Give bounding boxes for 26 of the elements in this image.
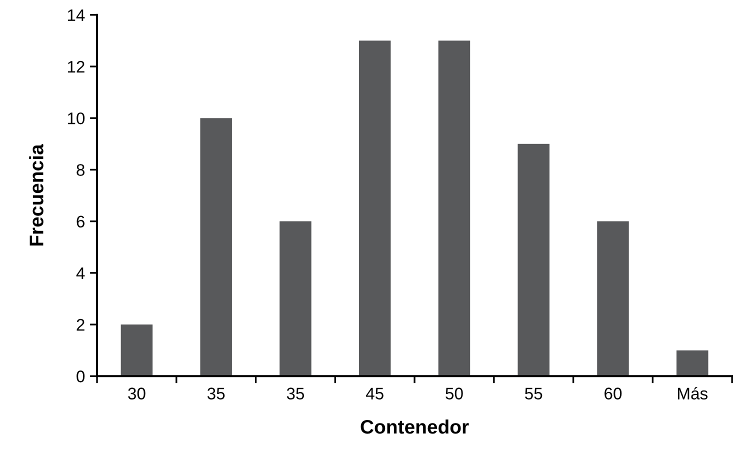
bar <box>438 40 470 376</box>
bar <box>200 118 232 376</box>
x-tick-label: 35 <box>286 388 304 400</box>
x-axis-title: Contenedor <box>360 419 469 434</box>
x-tick-label: 50 <box>446 388 463 400</box>
y-axis-title: Frecuencia <box>29 144 44 246</box>
bar <box>120 324 153 376</box>
bar <box>358 40 391 376</box>
x-tick-label: Más <box>678 387 708 400</box>
y-tick-label: 2 <box>76 318 84 331</box>
bar <box>597 221 629 376</box>
x-tick-label: 30 <box>128 388 146 400</box>
y-tick-label: 12 <box>68 60 84 73</box>
x-tick-label: 35 <box>207 388 225 400</box>
x-tick-label: 60 <box>604 388 622 400</box>
bar <box>676 350 708 376</box>
y-tick-label: 6 <box>76 216 84 228</box>
y-tick-label: 8 <box>76 164 84 176</box>
y-tick-label: 0 <box>76 370 85 382</box>
y-tick-label: 10 <box>68 112 85 124</box>
x-tick-label: 45 <box>366 388 384 400</box>
y-tick-label: 4 <box>76 267 85 279</box>
x-tick-label: 55 <box>525 388 542 400</box>
bar <box>518 144 550 376</box>
y-tick-label: 14 <box>68 9 85 21</box>
bar <box>280 221 312 376</box>
